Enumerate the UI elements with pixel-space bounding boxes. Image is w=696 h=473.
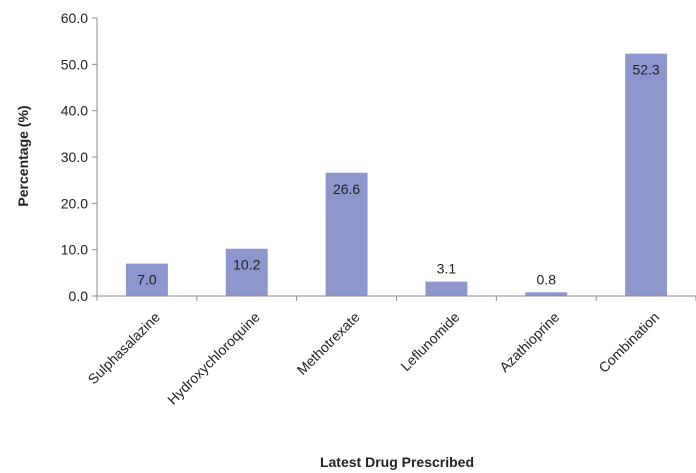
y-axis: 0.0 10.0 20.0 30.0 40.0 50.0 60.0 <box>61 10 98 304</box>
category-label: Azathioprine <box>496 309 562 375</box>
y-axis-title: Percentage (%) <box>15 105 31 206</box>
bar <box>625 53 668 296</box>
data-label: 7.0 <box>137 272 157 288</box>
bar <box>525 292 568 296</box>
category-label: Hydroxychloroquine <box>164 309 263 408</box>
bar <box>325 172 368 296</box>
data-label: 52.3 <box>632 62 659 78</box>
y-tick-label: 0.0 <box>69 288 89 304</box>
bar <box>225 248 268 296</box>
y-tick-label: 60.0 <box>61 10 88 26</box>
category-label: Methotrexate <box>294 309 363 378</box>
category-label: Combination <box>595 309 662 376</box>
y-tick-label: 20.0 <box>61 195 88 211</box>
data-label: 0.8 <box>537 271 557 287</box>
y-tick-label: 40.0 <box>61 103 88 119</box>
data-label: 10.2 <box>233 257 260 273</box>
x-axis: Sulphasalazine Hydroxychloroquine Methotre… <box>85 295 696 408</box>
bar <box>125 263 168 296</box>
y-tick-label: 30.0 <box>61 149 88 165</box>
category-label: Leflunomide <box>397 309 462 374</box>
data-label: 26.6 <box>333 181 360 197</box>
category-label: Sulphasalazine <box>85 309 164 388</box>
data-label: 3.1 <box>437 261 457 277</box>
y-tick-label: 10.0 <box>61 242 88 258</box>
bars: 7.0 10.2 26.6 3.1 0.8 52.3 <box>125 53 668 296</box>
bar <box>425 281 468 296</box>
x-axis-title: Latest Drug Prescribed <box>320 454 474 470</box>
y-tick-label: 50.0 <box>61 56 88 72</box>
